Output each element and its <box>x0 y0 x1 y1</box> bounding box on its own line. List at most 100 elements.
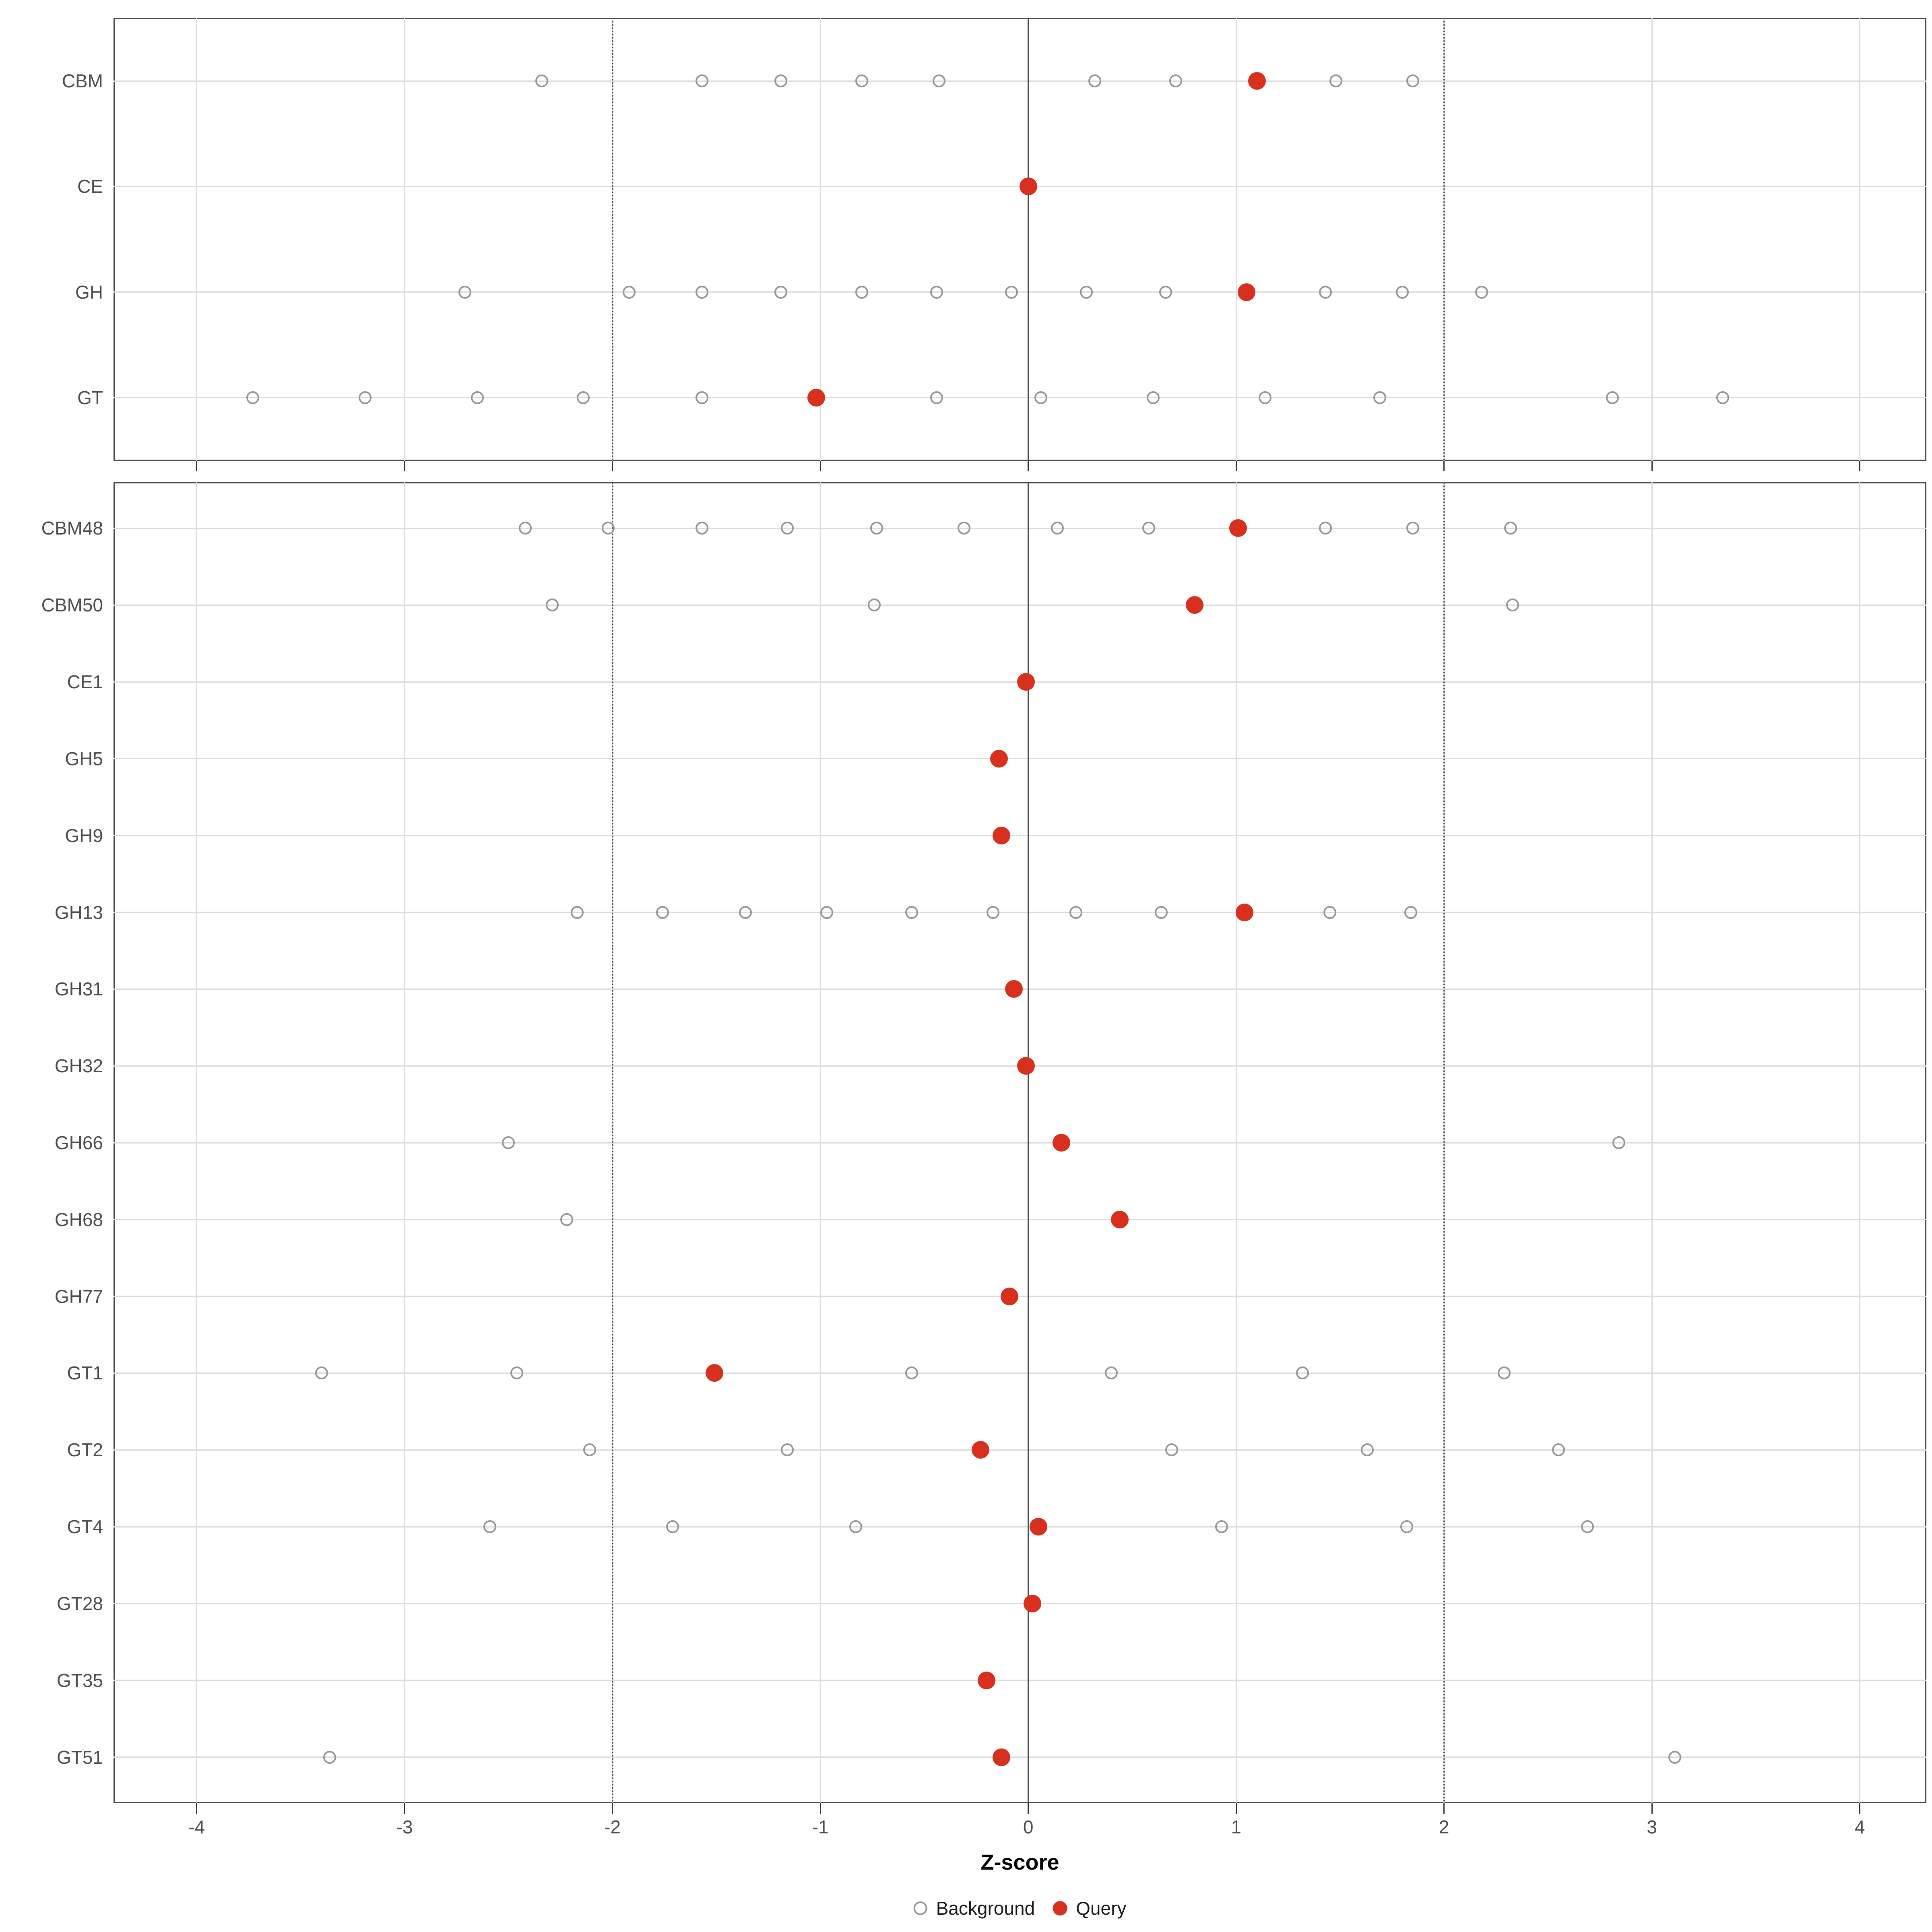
h-gridline <box>114 1142 1926 1144</box>
v-gridline <box>819 18 821 461</box>
h-gridline <box>114 1296 1926 1297</box>
reference-line-dotted <box>1443 18 1445 461</box>
background-point <box>780 522 794 535</box>
category-label: CE <box>77 176 103 197</box>
category-label: GT28 <box>56 1593 103 1614</box>
legend-item-query: Query <box>1053 1897 1126 1919</box>
category-label: GH32 <box>54 1055 103 1077</box>
background-point <box>1504 522 1517 535</box>
background-point <box>1296 1366 1309 1380</box>
background-point <box>246 391 260 404</box>
background-point <box>1406 74 1420 88</box>
category-label: GT35 <box>56 1670 103 1691</box>
axis-tick <box>196 1803 198 1814</box>
background-point <box>1259 391 1272 404</box>
background-point <box>570 906 584 919</box>
background-point <box>1146 391 1160 404</box>
axis-tick <box>1443 461 1445 471</box>
axis-tick-label: 3 <box>1647 1816 1657 1837</box>
reference-line-zero <box>1027 18 1029 461</box>
background-point <box>1051 522 1064 535</box>
filled-circle-icon <box>1053 1901 1067 1915</box>
background-point <box>545 599 559 612</box>
background-point <box>1506 599 1519 612</box>
background-point <box>739 906 752 919</box>
background-point <box>986 906 999 919</box>
background-point <box>820 906 833 919</box>
h-gridline <box>114 835 1926 836</box>
category-label: GT1 <box>67 1362 103 1384</box>
category-label: GH77 <box>54 1286 103 1307</box>
background-point <box>1668 1750 1682 1764</box>
category-label: GT4 <box>67 1516 103 1538</box>
panel-1 <box>114 18 1926 461</box>
background-point <box>358 391 372 404</box>
legend: Background Query <box>913 1897 1126 1919</box>
v-gridline <box>404 482 405 1803</box>
h-gridline <box>114 1680 1926 1681</box>
background-point <box>1329 74 1343 88</box>
background-point <box>666 1520 679 1534</box>
legend-label-query: Query <box>1076 1898 1127 1919</box>
axis-tick-label: -3 <box>396 1816 413 1837</box>
background-point <box>930 285 943 299</box>
background-point <box>1606 391 1619 404</box>
v-gridline <box>1651 482 1653 1803</box>
background-point <box>458 285 471 299</box>
x-axis-title: Z-score <box>980 1850 1059 1874</box>
background-point <box>1165 1443 1179 1457</box>
background-point <box>560 1213 573 1226</box>
reference-line-zero <box>1027 482 1029 1803</box>
background-point <box>695 391 708 404</box>
background-point <box>1475 285 1488 299</box>
background-point <box>1406 522 1420 535</box>
axis-tick <box>612 461 613 471</box>
axis-tick-label: -1 <box>812 1816 829 1837</box>
v-gridline <box>404 18 405 461</box>
background-point <box>774 285 787 299</box>
background-point <box>510 1366 524 1380</box>
query-point <box>1110 1210 1129 1228</box>
background-point <box>1612 1136 1625 1149</box>
axis-tick <box>1651 1803 1653 1814</box>
background-point <box>1034 391 1047 404</box>
background-point <box>905 906 919 919</box>
legend-label-background: Background <box>936 1898 1035 1919</box>
background-point <box>774 74 787 88</box>
background-point <box>577 391 590 404</box>
background-point <box>1323 906 1336 919</box>
query-point <box>1019 178 1037 196</box>
category-label: GT <box>77 387 103 408</box>
v-gridline <box>196 18 198 461</box>
background-point <box>1319 285 1332 299</box>
h-gridline <box>114 1219 1926 1220</box>
axis-tick-label: -4 <box>188 1816 205 1837</box>
axis-tick <box>1443 1803 1445 1814</box>
background-point <box>1581 1520 1594 1534</box>
background-point <box>855 74 869 88</box>
query-point <box>1229 519 1247 537</box>
query-point <box>992 1748 1010 1766</box>
background-point <box>930 391 943 404</box>
background-point <box>1105 1366 1118 1380</box>
category-label: CE1 <box>67 671 103 693</box>
query-point <box>992 826 1010 844</box>
background-point <box>518 522 532 535</box>
background-point <box>1400 1520 1413 1534</box>
background-point <box>780 1443 794 1457</box>
query-point <box>1248 72 1266 90</box>
query-point <box>1023 1594 1041 1612</box>
query-point <box>1185 596 1203 614</box>
reference-line-dotted <box>611 482 613 1803</box>
query-point <box>705 1364 723 1382</box>
axis-tick-label: -2 <box>604 1816 621 1837</box>
v-gridline <box>196 482 198 1803</box>
v-gridline <box>1859 482 1861 1803</box>
axis-tick <box>819 461 821 471</box>
category-label: GH66 <box>54 1132 103 1153</box>
background-point <box>1080 285 1093 299</box>
axis-tick <box>1859 1803 1861 1814</box>
background-point <box>1498 1366 1511 1380</box>
background-point <box>1155 906 1168 919</box>
